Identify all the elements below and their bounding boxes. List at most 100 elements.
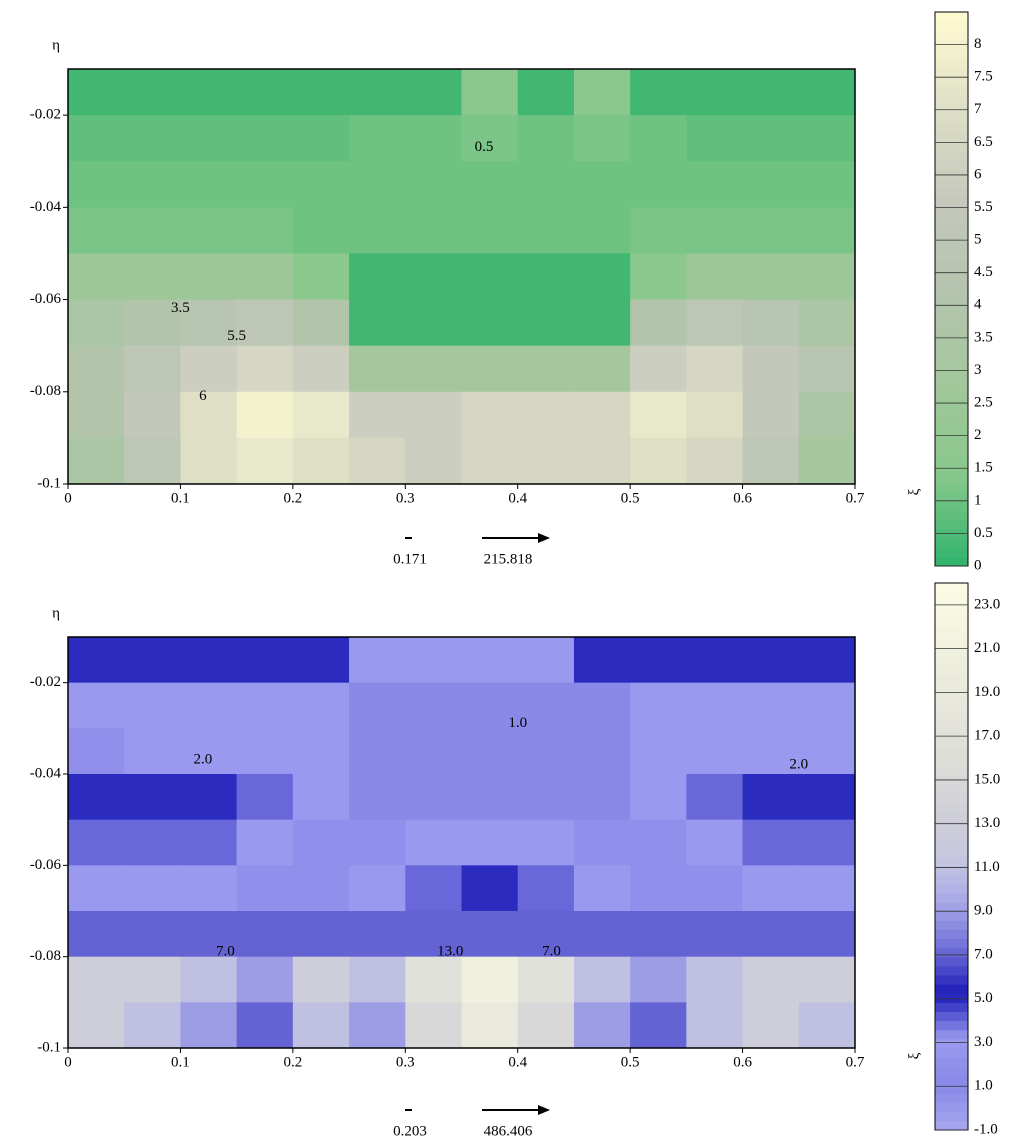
field-cell: [742, 299, 800, 347]
contour-label: 1.0: [508, 715, 527, 731]
field-cell: [517, 299, 575, 347]
colorbar-strip: [935, 637, 968, 648]
field-cell: [68, 956, 125, 1003]
y-tick-label: -0.06: [30, 857, 62, 873]
colorbar-strip: [935, 196, 968, 207]
colorbar-strip: [935, 801, 968, 812]
field-cell: [517, 865, 575, 912]
field-cell: [405, 774, 462, 821]
field-cell: [461, 637, 519, 684]
colorbar-strip: [935, 399, 968, 410]
field-cell: [405, 865, 462, 912]
colorbar-strip: [935, 601, 968, 611]
y-axis-label: η: [52, 605, 60, 621]
key-arrow-head: [538, 533, 550, 543]
field-cell: [517, 69, 575, 116]
field-cell: [349, 865, 406, 912]
field-cell: [686, 956, 744, 1003]
field-cell: [124, 115, 181, 162]
field-cell: [292, 865, 350, 912]
y-tick-label: -0.06: [30, 291, 62, 307]
colorbar-strip: [935, 538, 968, 549]
field-cell: [124, 207, 181, 254]
colorbar-tick-label: 19.0: [974, 684, 1000, 700]
colorbar-strip: [935, 233, 968, 244]
field-cell: [517, 1002, 575, 1049]
field-cell: [517, 161, 575, 208]
field-cell: [461, 956, 519, 1003]
field-cell: [124, 161, 181, 208]
field-cell: [68, 1002, 125, 1049]
field-cell: [124, 819, 181, 866]
field-cell: [686, 69, 744, 116]
field-cell: [405, 911, 462, 958]
field-cell: [68, 682, 125, 729]
field-cell: [292, 207, 350, 254]
x-tick-label: 0.7: [846, 1054, 865, 1070]
field-cell: [236, 1002, 294, 1049]
field-cell: [68, 115, 125, 162]
colorbar-tick-label: 5.0: [974, 990, 993, 1006]
colorbar-strip: [935, 21, 968, 31]
colorbar-tick-label: 6.5: [974, 134, 993, 150]
field-cell: [292, 299, 350, 347]
colorbar-strip: [935, 390, 968, 401]
colorbar-strip: [935, 418, 968, 428]
colorbar-strip: [935, 141, 968, 151]
colorbar-strip: [935, 1075, 968, 1085]
field-cell: [517, 956, 575, 1003]
field-cell: [349, 207, 406, 254]
contour-label: 5.5: [227, 328, 246, 344]
x-tick-label: 0.4: [508, 1054, 527, 1070]
colorbar-strip: [935, 307, 968, 318]
field-cell: [292, 819, 350, 866]
contour-label: 2.0: [789, 756, 808, 772]
field-cell: [349, 911, 406, 958]
field-cell: [180, 207, 238, 254]
field-cell: [68, 637, 125, 684]
colorbar-tick-label: 9.0: [974, 903, 993, 919]
colorbar-strip: [935, 583, 968, 593]
y-axis-label: η: [52, 37, 60, 53]
colorbar-tick-label: 0.5: [974, 525, 993, 541]
field-cell: [686, 391, 744, 439]
y-tick-label: -0.04: [30, 199, 62, 215]
field-cell: [742, 956, 800, 1003]
field-cell: [798, 819, 856, 866]
field-cell: [742, 637, 800, 684]
field-cell: [630, 637, 687, 684]
field-cell: [461, 391, 519, 439]
field-cell: [405, 728, 462, 775]
field-cell: [742, 728, 800, 775]
x-tick-label: 0.5: [621, 490, 640, 506]
colorbar-strip: [935, 473, 968, 484]
field-cell: [798, 253, 856, 301]
colorbar-strip: [935, 270, 968, 281]
field-cell: [236, 819, 294, 866]
colorbar-strip: [935, 783, 968, 794]
colorbar-tick-label: 11.0: [974, 859, 1000, 875]
field-cell: [180, 345, 238, 393]
field-cell: [630, 437, 687, 485]
colorbar-strip: [935, 701, 968, 712]
colorbar-strip: [935, 1093, 968, 1104]
field-cell: [798, 1002, 856, 1049]
colorbar-strip: [935, 510, 968, 521]
x-tick-label: 0.2: [283, 1054, 302, 1070]
field-cell: [236, 253, 294, 301]
colorbar-strip: [935, 132, 968, 142]
field-cell: [180, 299, 238, 347]
x-tick-label: 0.6: [733, 490, 752, 506]
field-cell: [573, 437, 631, 485]
field-cell: [630, 819, 687, 866]
colorbar-tick-label: 23.0: [974, 596, 1000, 612]
colorbar-strip: [935, 947, 968, 958]
colorbar-tick-label: 5: [974, 232, 982, 248]
colorbar-strip: [935, 965, 968, 976]
colorbar-strip: [935, 344, 968, 355]
field-cell: [180, 911, 238, 958]
colorbar-strip: [935, 865, 968, 876]
colorbar-strip: [935, 261, 968, 272]
field-cell: [461, 69, 519, 116]
field-cell: [461, 345, 519, 393]
